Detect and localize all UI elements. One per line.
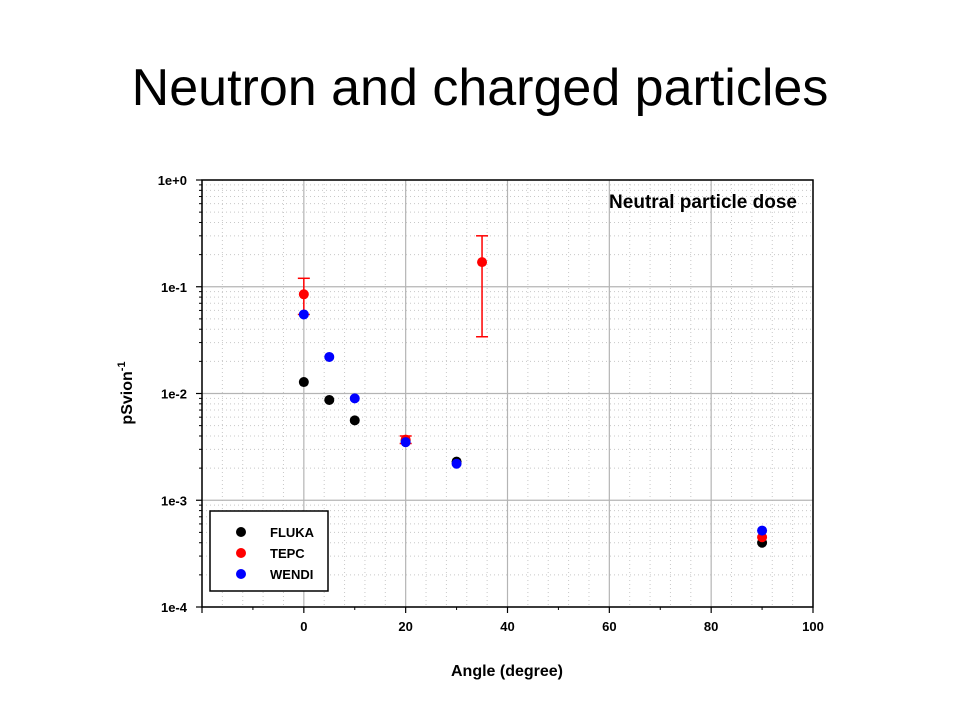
wendi-point xyxy=(757,525,768,536)
tepc-point xyxy=(477,257,488,268)
tepc-point xyxy=(298,289,309,300)
x-tick-label: 60 xyxy=(602,619,616,634)
y-axis-title-main: pSvion xyxy=(119,371,136,424)
axis-ticks xyxy=(196,179,814,613)
wendi-point xyxy=(324,351,335,362)
y-tick-label: 1e-4 xyxy=(161,600,188,615)
legend: FLUKA TEPC WENDI xyxy=(209,510,329,592)
data-points xyxy=(298,257,768,548)
fluka-point xyxy=(349,415,360,426)
legend-marker-tepc xyxy=(236,548,246,558)
chart-title: Neutral particle dose xyxy=(609,192,797,213)
x-tick-label: 0 xyxy=(300,619,307,634)
y-tick-label: 1e+0 xyxy=(158,173,187,188)
y-tick-labels: 1e+0 1e-1 1e-2 1e-3 1e-4 xyxy=(158,173,188,615)
y-axis-title: pSvion-1 xyxy=(116,361,136,424)
wendi-point xyxy=(400,437,411,448)
x-tick-label: 80 xyxy=(704,619,718,634)
error-bars xyxy=(297,235,489,445)
wendi-point xyxy=(298,309,309,320)
wendi-point xyxy=(349,393,360,404)
y-tick-label: 1e-2 xyxy=(161,387,187,402)
legend-label-wendi: WENDI xyxy=(270,567,313,582)
wendi-point xyxy=(451,458,462,469)
fluka-point xyxy=(298,377,309,388)
y-axis-title-superscript: -1 xyxy=(116,361,128,371)
x-axis-title: Angle (degree) xyxy=(451,663,563,680)
x-tick-label: 20 xyxy=(398,619,412,634)
legend-label-tepc: TEPC xyxy=(270,546,305,561)
legend-marker-wendi xyxy=(236,569,246,579)
y-tick-label: 1e-1 xyxy=(161,280,187,295)
legend-box xyxy=(209,510,329,592)
x-tick-label: 100 xyxy=(802,619,824,634)
x-tick-label: 40 xyxy=(500,619,514,634)
y-tick-label: 1e-3 xyxy=(161,493,187,508)
legend-label-fluka: FLUKA xyxy=(270,525,315,540)
slide-title: Neutron and charged particles xyxy=(131,59,829,117)
legend-marker-fluka xyxy=(236,527,246,537)
x-tick-labels: 0 20 40 60 80 100 xyxy=(300,619,824,634)
fluka-point xyxy=(324,394,335,405)
legend-items: FLUKA TEPC WENDI xyxy=(236,525,315,582)
